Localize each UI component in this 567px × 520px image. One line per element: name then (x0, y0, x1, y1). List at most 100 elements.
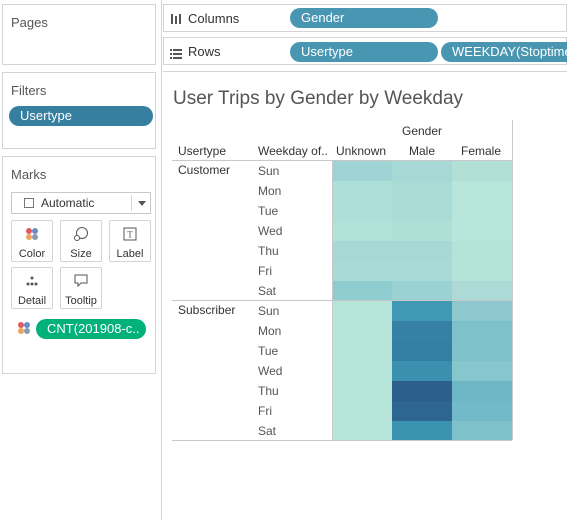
tooltip-button[interactable]: Tooltip (60, 267, 102, 309)
heatmap-cell[interactable] (392, 301, 452, 321)
heatmap-cell[interactable] (392, 281, 452, 300)
column-header-male: Male (409, 144, 436, 158)
color-dots-icon (12, 226, 52, 242)
size-label: Size (70, 248, 92, 260)
tooltip-label: Tooltip (65, 295, 97, 307)
weekday-label: Tue (258, 344, 279, 358)
heatmap-cell[interactable] (452, 321, 512, 341)
heatmap-cell[interactable] (452, 301, 512, 321)
heatmap-cell[interactable] (392, 361, 452, 381)
filter-pill-usertype[interactable]: Usertype (9, 106, 153, 126)
chevron-down-icon (138, 201, 146, 206)
weekday-label: Wed (258, 224, 283, 238)
weekday-label: Wed (258, 364, 283, 378)
header-divider (172, 160, 512, 161)
heatmap-cell[interactable] (452, 261, 512, 281)
pages-title: Pages (11, 15, 48, 30)
weekday-label: Thu (258, 244, 279, 258)
heatmap-cell[interactable] (333, 341, 392, 361)
size-icon (61, 226, 101, 242)
heatmap-cell[interactable] (392, 341, 452, 361)
measure-pill-cnt[interactable]: CNT(201908-c.. (36, 319, 146, 339)
label-label: Label (116, 248, 144, 260)
heatmap-cell[interactable] (392, 401, 452, 421)
heatmap-cell[interactable] (392, 221, 452, 241)
heatmap-cell[interactable] (452, 341, 512, 361)
heatmap-cell[interactable] (392, 241, 452, 261)
square-icon (24, 198, 34, 208)
rows-label: Rows (188, 44, 221, 59)
heatmap-cell[interactable] (392, 261, 452, 281)
label-t-icon: T (110, 226, 150, 242)
heatmap-cell[interactable] (333, 381, 392, 401)
weekday-label: Tue (258, 204, 279, 218)
heatmap-cell[interactable] (452, 161, 512, 181)
heatmap-cell[interactable] (333, 281, 392, 300)
pane-right-border (512, 120, 513, 440)
heatmap-cell[interactable] (333, 301, 392, 321)
rows-shelf[interactable]: Rows Usertype WEEKDAY(Stoptime (163, 37, 567, 65)
color-label: Color (18, 248, 46, 260)
tooltip-bubble-icon (61, 273, 101, 289)
weekday-label: Mon (258, 324, 282, 338)
pane-left-border (332, 160, 333, 440)
heatmap-cell[interactable] (333, 401, 392, 421)
filters-title: Filters (11, 83, 47, 98)
sheet-area: User Trips by Gender by Weekday (163, 71, 567, 520)
heatmap-cell[interactable] (392, 421, 452, 440)
dropdown-separator (131, 195, 132, 211)
columns-pill-gender[interactable]: Gender (290, 8, 438, 28)
marks-title: Marks (11, 167, 47, 182)
rows-pill-usertype[interactable]: Usertype (290, 42, 438, 62)
row-label-subscriber: Subscriber (178, 303, 236, 317)
heatmap-cell[interactable] (392, 201, 452, 221)
filters-card: Filters Usertype (2, 72, 156, 149)
heatmap-cell[interactable] (452, 281, 512, 300)
weekday-label: Thu (258, 384, 279, 398)
heatmap-cell[interactable] (333, 241, 392, 261)
weekday-label: Mon (258, 184, 282, 198)
heatmap-cell[interactable] (333, 261, 392, 281)
heatmap-cell[interactable] (452, 241, 512, 261)
heatmap-cell[interactable] (333, 221, 392, 241)
heatmap-cell[interactable] (452, 201, 512, 221)
heatmap-cell[interactable] (452, 181, 512, 201)
column-header-female: Female (461, 144, 502, 158)
detail-button[interactable]: Detail (11, 267, 53, 309)
heatmap-cell[interactable] (392, 321, 452, 341)
heatmap-cell[interactable] (333, 421, 392, 440)
heatmap-cell[interactable] (452, 221, 512, 241)
heatmap-cell[interactable] (452, 381, 512, 401)
columns-icon (170, 12, 182, 30)
heatmap-cell[interactable] (452, 401, 512, 421)
heatmap-cell[interactable] (333, 181, 392, 201)
weekday-label: Sat (258, 424, 277, 438)
heatmap-cell[interactable] (392, 161, 452, 181)
label-button[interactable]: T Label (109, 220, 151, 262)
heatmap-cell[interactable] (333, 201, 392, 221)
marks-card: Marks Automatic Color Size (2, 156, 156, 374)
heatmap-cell[interactable] (452, 421, 512, 440)
color-dots-icon (17, 321, 31, 340)
mark-type-dropdown[interactable]: Automatic (11, 192, 151, 214)
heatmap-cell[interactable] (392, 181, 452, 201)
sheet-title: User Trips by Gender by Weekday (173, 88, 464, 109)
heatmap-cell[interactable] (333, 161, 392, 181)
column-header-unknown: Unknown (336, 144, 387, 158)
bottom-divider (172, 440, 512, 441)
heatmap-cell[interactable] (333, 361, 392, 381)
row-header-usertype: Usertype (178, 144, 227, 158)
heatmap-cell[interactable] (333, 321, 392, 341)
left-pane-divider (161, 0, 162, 520)
rows-pill-weekday[interactable]: WEEKDAY(Stoptime (441, 42, 567, 62)
columns-shelf[interactable]: Columns Gender (163, 4, 567, 32)
heatmap-cell[interactable] (452, 361, 512, 381)
weekday-label: Sun (258, 304, 280, 318)
mark-type-label: Automatic (41, 196, 95, 210)
weekday-label: Sat (258, 284, 277, 298)
weekday-label: Sun (258, 164, 280, 178)
size-button[interactable]: Size (60, 220, 102, 262)
color-button[interactable]: Color (11, 220, 53, 262)
detail-dots-icon (12, 273, 52, 289)
heatmap-cell[interactable] (392, 381, 452, 401)
